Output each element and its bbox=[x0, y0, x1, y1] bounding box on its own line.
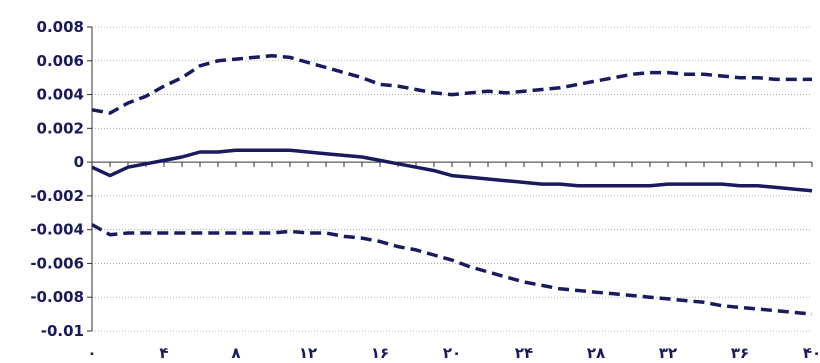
y-tick-label-0: 0.008 bbox=[37, 18, 84, 36]
x-tick-label-10: ۴۰ bbox=[803, 344, 820, 362]
y-tick-label-9: -0.01 bbox=[41, 322, 84, 340]
y-tick-label-4: 0 bbox=[74, 153, 84, 171]
y-tick-label-5: -0.002 bbox=[30, 187, 84, 205]
x-tick-label-5: ۲۰ bbox=[443, 344, 461, 362]
y-tick-label-8: -0.008 bbox=[30, 288, 84, 306]
y-tick-label-7: -0.006 bbox=[30, 254, 84, 272]
y-tick-label-3: 0.002 bbox=[37, 119, 84, 137]
grid-lines bbox=[92, 26, 812, 332]
x-tick-label-1: ۴ bbox=[159, 344, 168, 362]
x-tick-label-7: ۲۸ bbox=[587, 344, 605, 362]
x-tick-label-4: ۱۶ bbox=[371, 344, 389, 362]
x-tick-label-2: ۸ bbox=[231, 344, 240, 362]
x-tick-label-9: ۳۶ bbox=[731, 344, 749, 362]
y-tick-label-6: -0.004 bbox=[30, 221, 84, 239]
series-lines bbox=[91, 53, 813, 316]
y-tick-label-1: 0.006 bbox=[37, 52, 84, 70]
axes bbox=[87, 26, 813, 332]
y-tick-labels: 0.008 0.006 0.004 0.002 0 -0.002 -0.004 -0.006 -… bbox=[30, 18, 84, 340]
y-tick-label-2: 0.004 bbox=[37, 86, 84, 104]
x-tick-label-6: ۲۴ bbox=[515, 344, 533, 362]
series-line-0 bbox=[91, 53, 812, 115]
series-line-1 bbox=[91, 148, 813, 193]
x-tick-label-3: ۱۲ bbox=[299, 344, 317, 362]
series-line-2 bbox=[91, 223, 813, 316]
x-tick-label-8: ۳۲ bbox=[659, 344, 677, 362]
x-tick-labels: ۰ ۴ ۸ ۱۲ ۱۶ ۲۰ ۲۴ ۲۸ ۳۲ ۳۶ ۴۰ bbox=[87, 344, 820, 362]
x-tick-label-0: ۰ bbox=[87, 344, 96, 362]
